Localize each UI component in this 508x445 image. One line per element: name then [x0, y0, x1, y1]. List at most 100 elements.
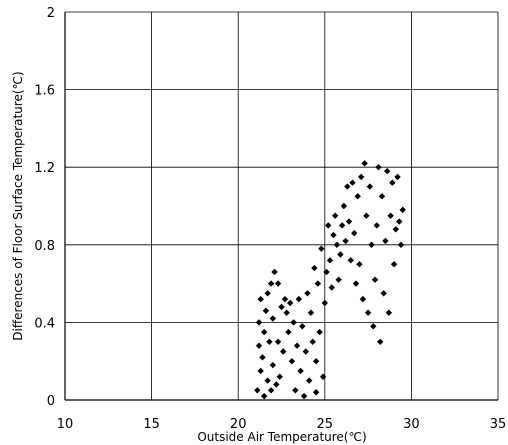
data-point — [311, 264, 318, 272]
data-points — [254, 160, 406, 400]
data-point — [335, 276, 342, 283]
data-point — [309, 338, 316, 345]
data-point — [318, 245, 325, 252]
data-point — [387, 212, 394, 219]
y-tick-label: 1.6 — [34, 84, 55, 99]
data-point — [359, 295, 367, 303]
data-point — [295, 295, 303, 303]
data-point — [254, 387, 261, 394]
data-point — [340, 202, 348, 210]
data-point — [349, 179, 356, 186]
data-point — [304, 290, 311, 297]
data-point — [328, 284, 335, 291]
x-tick-label: 35 — [490, 417, 507, 432]
data-point — [278, 303, 285, 311]
data-point — [283, 309, 290, 316]
data-point — [274, 280, 282, 287]
data-point — [357, 173, 365, 181]
data-point — [385, 309, 393, 316]
tick-labels: 10 15 20 25 30 35 0 0.4 0.8 1.2 1.6 2 — [34, 6, 506, 432]
data-point — [271, 268, 278, 276]
y-tick-label: 1.2 — [34, 161, 55, 176]
data-point — [300, 392, 308, 400]
data-point — [333, 241, 341, 248]
data-point — [262, 307, 270, 314]
data-point — [371, 276, 379, 283]
data-point — [380, 290, 387, 297]
x-axis-label: Outside Air Temperature(℃) — [197, 430, 366, 444]
data-point — [260, 392, 268, 400]
data-point — [337, 251, 344, 258]
data-point — [326, 257, 334, 264]
y-axis-label: Differences of Floor Surface Temperature… — [11, 71, 25, 340]
data-point — [321, 299, 328, 307]
y-tick-label: 0 — [47, 394, 55, 409]
data-point — [345, 218, 353, 225]
data-point — [347, 257, 354, 264]
data-point — [255, 319, 263, 326]
data-point — [394, 173, 401, 181]
data-point — [342, 237, 349, 245]
x-tick-label: 10 — [57, 417, 74, 432]
data-point — [267, 280, 275, 287]
data-point — [377, 338, 384, 345]
data-point — [267, 387, 275, 394]
grid-lines — [64, 11, 499, 401]
data-point — [255, 342, 263, 349]
data-point — [280, 348, 287, 355]
data-point — [364, 309, 372, 316]
data-point — [293, 342, 301, 349]
data-point — [361, 160, 368, 167]
data-point — [344, 183, 351, 190]
data-point — [370, 323, 377, 330]
data-point — [288, 358, 296, 365]
x-tick-label: 25 — [317, 417, 334, 432]
data-point — [338, 222, 346, 229]
x-tick-label: 20 — [230, 417, 247, 432]
data-point — [319, 373, 327, 380]
data-point — [312, 358, 320, 365]
data-point — [299, 323, 306, 330]
plot-area — [65, 12, 498, 400]
data-point — [399, 206, 406, 214]
data-point — [396, 218, 403, 225]
data-point — [297, 367, 304, 375]
data-point — [392, 226, 400, 233]
data-point — [264, 377, 271, 384]
data-point — [273, 381, 280, 388]
data-point — [390, 261, 398, 268]
data-point — [276, 373, 283, 380]
data-point — [316, 328, 323, 336]
data-point — [266, 338, 273, 345]
data-point — [331, 212, 339, 219]
data-point — [285, 328, 292, 336]
data-point — [363, 212, 370, 219]
data-point — [257, 367, 264, 375]
y-tick-label: 0.8 — [34, 239, 55, 254]
data-point — [259, 354, 266, 361]
data-point — [264, 290, 271, 297]
data-point — [351, 229, 358, 237]
data-point — [382, 237, 389, 245]
data-point — [383, 167, 391, 175]
data-point — [307, 309, 315, 316]
data-point — [260, 328, 268, 336]
x-tick-label: 30 — [403, 417, 420, 432]
data-point — [325, 222, 332, 229]
data-point — [373, 222, 380, 229]
data-point — [314, 280, 322, 287]
data-point — [323, 268, 330, 276]
data-point — [312, 389, 320, 396]
data-point — [354, 193, 361, 200]
data-point — [269, 315, 277, 322]
data-point — [292, 387, 299, 394]
y-tick-label: 0.4 — [34, 316, 55, 331]
data-point — [269, 361, 277, 369]
data-point — [378, 193, 386, 200]
data-point — [274, 338, 282, 345]
data-point — [257, 295, 264, 303]
y-tick-label: 2 — [47, 6, 55, 21]
data-point — [306, 377, 313, 384]
data-point — [366, 183, 374, 190]
